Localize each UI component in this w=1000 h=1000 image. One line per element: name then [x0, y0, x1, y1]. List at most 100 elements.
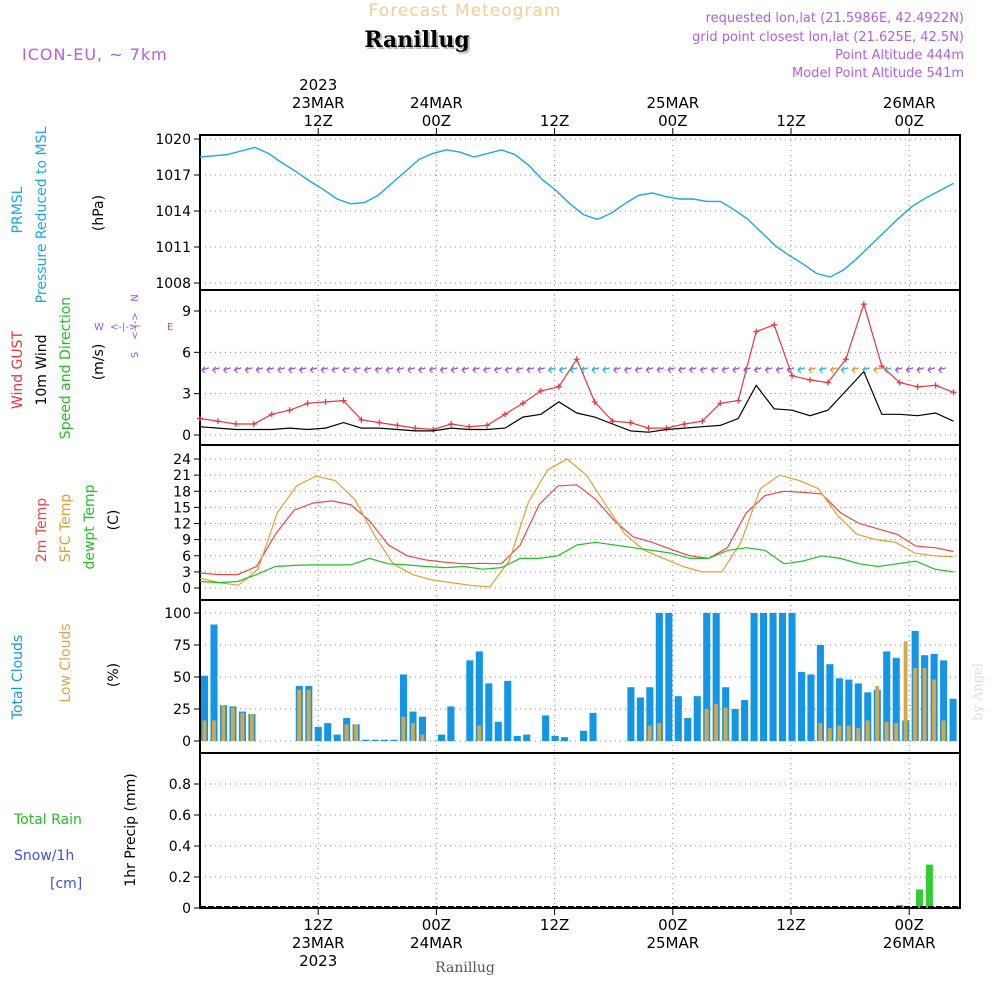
clouds-unit: (%): [106, 663, 122, 687]
gust-marker: [789, 372, 796, 379]
wind-dir-label: Speed and Direction: [58, 297, 74, 439]
y-tick-label: 0.6: [169, 808, 191, 824]
pressure-label-prmsl: PRMSL: [10, 186, 26, 233]
low-cloud-bar: [202, 720, 207, 741]
wind-arrow: [559, 366, 567, 374]
total-cloud-bar: [475, 651, 483, 741]
y-tick-label: 1017: [155, 168, 191, 184]
total-cloud-bar: [797, 671, 806, 741]
wind-arrow: [829, 366, 838, 374]
compass-vertical: <-|->: [130, 312, 141, 339]
gust-marker: [806, 376, 813, 383]
wind-arrow: [364, 366, 372, 374]
gust-marker: [286, 407, 293, 414]
x-label-top: 00Z: [658, 112, 687, 130]
watermark: by Angel: [971, 663, 986, 721]
wind-arrow: [418, 366, 426, 374]
wind-arrow: [894, 366, 903, 374]
panel-frame: [199, 444, 961, 601]
gust-marker: [394, 422, 401, 429]
wind-arrow: [331, 366, 340, 374]
gust-marker: [501, 411, 508, 418]
t2m-label: 2m Temp: [34, 498, 50, 562]
wind-unit: (m/s): [91, 344, 107, 381]
low-cloud-bar: [818, 723, 823, 741]
gust-marker: [573, 356, 580, 363]
wind-arrow: [450, 366, 459, 374]
wind-arrow: [656, 366, 665, 374]
low-cloud-bar: [344, 724, 349, 741]
total-cloud-bar: [418, 716, 427, 741]
gust-marker: [214, 418, 221, 425]
x-label-bottom: 12Z: [304, 916, 333, 934]
wind-gust-label: Wind GUST: [10, 330, 26, 409]
wind-arrow: [244, 366, 253, 374]
wind-arrow: [613, 366, 621, 374]
wind-arrow: [754, 366, 762, 374]
total-cloud-bar: [769, 613, 777, 741]
x-label-top: 00Z: [422, 112, 451, 130]
total-cloud-bar: [835, 678, 843, 741]
x-label-bottom: 00Z: [422, 916, 451, 934]
x-label-bottom: 12Z: [540, 916, 569, 934]
total-cloud-bar: [485, 683, 493, 741]
total-cloud-bar: [816, 645, 824, 741]
gust-marker: [358, 416, 365, 423]
snow-unit: [cm]: [50, 876, 82, 892]
x-label-bottom: 25MAR: [646, 934, 699, 952]
y-tick-label: 50: [173, 670, 191, 686]
wind-arrow: [667, 366, 675, 374]
y-tick-label: 6: [182, 345, 191, 361]
wind-arrow: [938, 366, 946, 374]
total-cloud-bar: [504, 680, 512, 741]
wind-arrow: [905, 366, 914, 374]
x-label-top: 2023: [299, 76, 337, 94]
y-tick-label: 0.8: [169, 777, 191, 793]
x-label-bottom: 00Z: [895, 916, 924, 934]
wind-arrow: [840, 366, 849, 374]
pressure-line: [199, 146, 954, 278]
wind-arrow: [797, 366, 806, 374]
wind-arrow: [223, 366, 231, 374]
gust-marker: [197, 415, 203, 422]
low-cloud-bar: [211, 720, 216, 741]
precip-labels: Total Rain Snow/1h [cm] 1hr Precip (mm): [13, 773, 139, 892]
total-cloud-bar: [750, 613, 758, 741]
wind-arrow: [808, 366, 816, 374]
total-cloud-bar: [788, 613, 796, 741]
wind-arrow: [515, 366, 524, 374]
wind-arrow: [819, 366, 827, 374]
total-cloud-bar: [494, 721, 502, 741]
low-clouds-label: Low Clouds: [58, 623, 74, 702]
pressure-unit: (hPa): [91, 195, 107, 231]
total-cloud-bar: [362, 739, 370, 741]
low-cloud-bar: [894, 723, 899, 741]
compass-w: W: [94, 322, 104, 333]
wind-arrow: [234, 366, 242, 374]
wind-arrow: [385, 366, 394, 374]
wind-arrow: [602, 366, 610, 374]
wind-arrow: [299, 366, 307, 374]
total-cloud-bar: [665, 613, 673, 741]
y-tick-label: 1008: [155, 276, 191, 292]
wind-arrow: [353, 366, 361, 374]
wind-arrow: [645, 366, 654, 374]
total-cloud-bar: [437, 734, 445, 741]
gust-marker: [448, 420, 455, 427]
total-cloud-bar: [655, 613, 663, 741]
compass-n: N: [130, 294, 141, 301]
x-label-bottom: 23MAR: [292, 934, 345, 952]
total-cloud-bar: [201, 675, 209, 741]
wind-arrow: [916, 366, 925, 374]
gust-marker: [699, 418, 706, 425]
footer-location: Ranillug: [435, 960, 495, 976]
temperature-labels: 2m Temp SFC Temp dewpt Temp (C): [34, 484, 122, 569]
gust-marker: [753, 328, 760, 335]
total-cloud-bar: [314, 726, 322, 741]
total-cloud-bar: [627, 687, 635, 741]
requested-coords: requested lon,lat (21.5986E, 42.4922N): [706, 11, 964, 26]
wind-arrow: [580, 366, 589, 374]
wind-arrow: [396, 366, 405, 374]
y-tick-label: 9: [182, 533, 191, 549]
y-tick-label: 21: [173, 468, 191, 484]
